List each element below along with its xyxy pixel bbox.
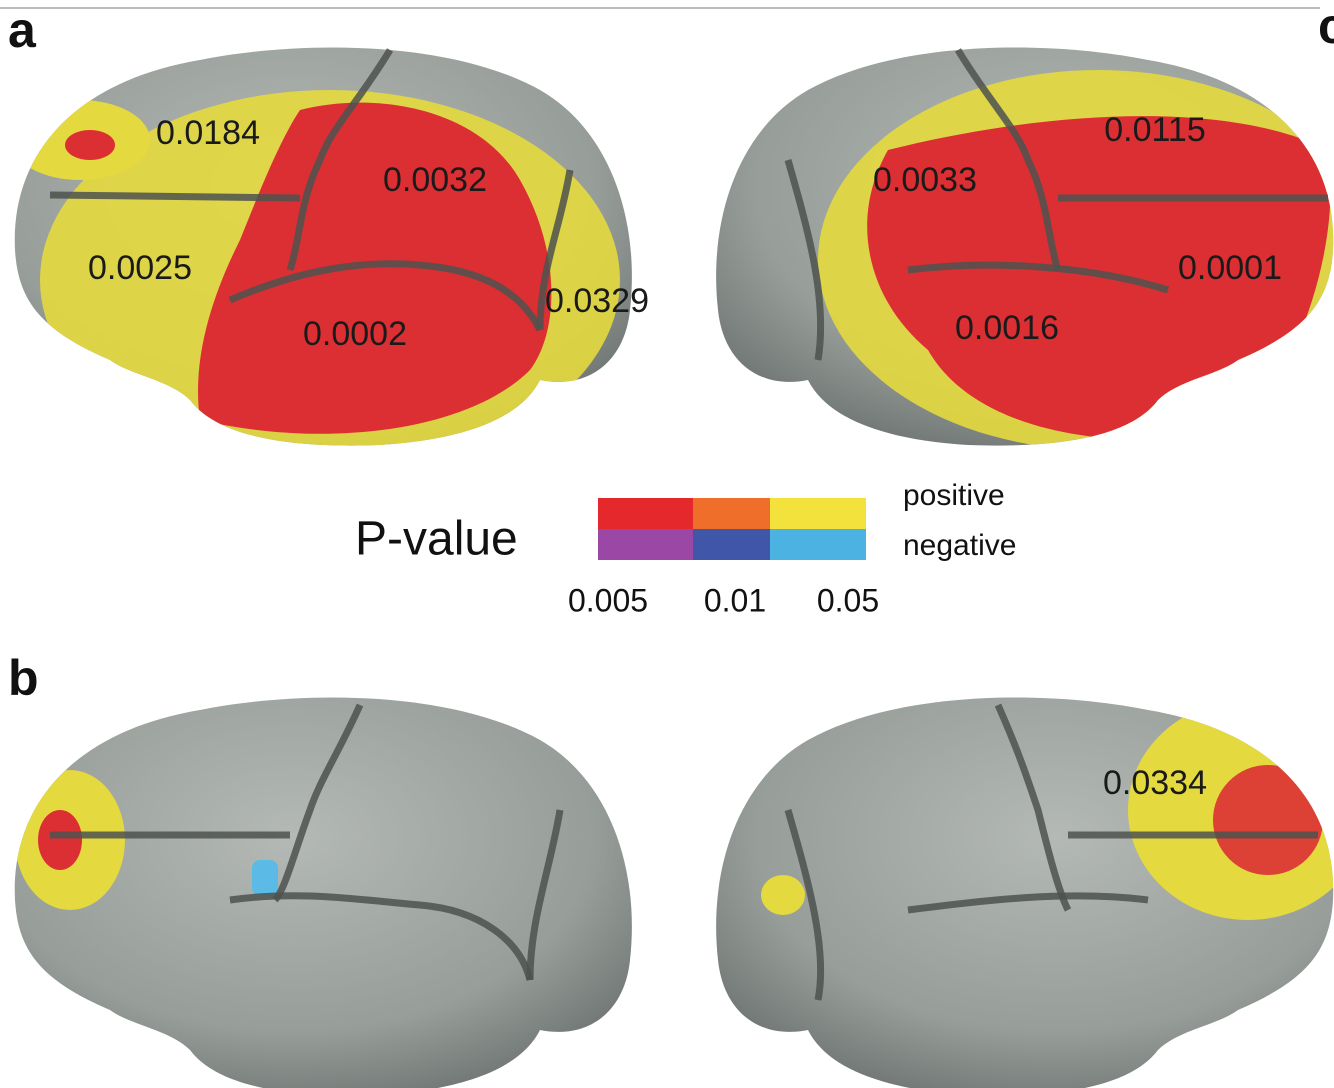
legend-title: P-value [355, 513, 518, 566]
legend: P-value positive negative 0.005 0.01 0.05 [355, 479, 1016, 619]
brain-b-right [716, 697, 1334, 1088]
legend-swatch [693, 529, 770, 560]
panel-label: b [8, 650, 39, 706]
p-value-annotation: 0.0115 [1104, 111, 1205, 149]
legend-swatch [598, 498, 693, 529]
panel-label: c [1318, 0, 1334, 54]
p-value-annotation: 0.0329 [545, 282, 649, 320]
p-value-annotation: 0.0001 [1178, 249, 1282, 287]
p-value-annotation: 0.0033 [873, 161, 977, 199]
brain-b-left [14, 697, 632, 1088]
brain-a-right [716, 47, 1334, 446]
legend-swatch [770, 529, 866, 560]
p-value-annotation: 0.0334 [1103, 764, 1207, 802]
p-value-annotation: 0.0002 [303, 315, 407, 353]
legend-tick-label: 0.01 [704, 582, 766, 618]
legend-tick-label: 0.05 [817, 582, 879, 618]
legend-swatch [693, 498, 770, 529]
p-value-annotation: 0.0184 [156, 114, 260, 152]
brain-a-left [14, 47, 632, 446]
panel-label: a [8, 2, 37, 58]
annotations: 0.0184 0.0032 0.0025 0.0329 0.0002 0.0033 0.01… [88, 111, 1282, 802]
legend-swatch [598, 529, 693, 560]
legend-row-label: positive [903, 479, 1005, 512]
p-value-annotation: 0.0032 [383, 161, 487, 199]
p-value-annotation: 0.0016 [955, 309, 1059, 347]
legend-row-label: negative [903, 529, 1016, 562]
p-value-annotation: 0.0025 [88, 249, 192, 287]
legend-tick-label: 0.005 [568, 582, 648, 618]
legend-swatch [770, 498, 866, 529]
